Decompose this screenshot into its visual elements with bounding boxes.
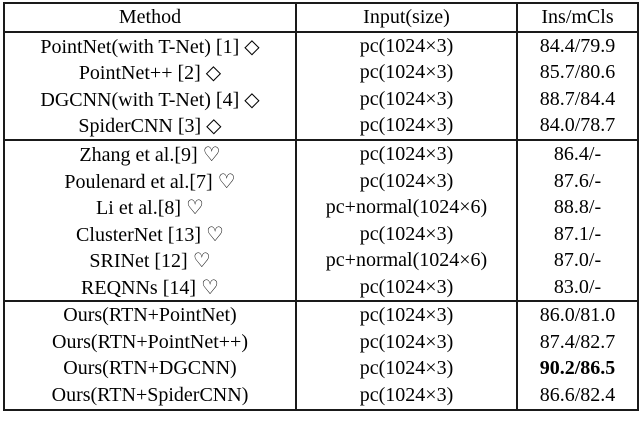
results-table: Method Input(size) Ins/mCls PointNet(wit… (3, 2, 639, 411)
input-cell: pc(1024×3) (295, 220, 518, 248)
method-cell: REQNNs [14] ♡ (3, 273, 297, 302)
input-cell: pc(1024×3) (295, 59, 518, 87)
method-cell: Li et al.[8] ♡ (3, 194, 297, 221)
table-row: SpiderCNN [3] ◇ pc(1024×3) 84.0/78.7 (3, 112, 639, 141)
result-cell: 86.4/- (516, 139, 639, 168)
table-row: Ours(RTN+DGCNN) pc(1024×3) 90.2/86.5 (3, 355, 639, 383)
method-cell: Poulenard et al.[7] ♡ (3, 167, 297, 195)
input-cell: pc(1024×3) (295, 382, 518, 410)
header-method: Method (3, 3, 297, 33)
result-cell: 87.4/82.7 (516, 329, 639, 356)
table-row: Ours(RTN+PointNet++) pc(1024×3) 87.4/82.7 (3, 329, 639, 356)
table-row: Ours(RTN+SpiderCNN) pc(1024×3) 86.6/82.4 (3, 382, 639, 410)
input-cell: pc(1024×3) (295, 139, 518, 168)
table-row: ClusterNet [13] ♡ pc(1024×3) 87.1/- (3, 220, 639, 248)
table-row: DGCNN(with T-Net) [4] ◇ pc(1024×3) 88.7/84… (3, 86, 639, 113)
table-row: Zhang et al.[9] ♡ pc(1024×3) 86.4/- (3, 139, 639, 168)
method-cell: Ours(RTN+DGCNN) (3, 355, 297, 383)
table-row: PointNet++ [2] ◇ pc(1024×3) 85.7/80.6 (3, 59, 639, 87)
table-body: PointNet(with T-Net) [1] ◇ pc(1024×3) 84.4… (3, 32, 639, 410)
method-cell: SpiderCNN [3] ◇ (3, 112, 297, 141)
method-cell: PointNet++ [2] ◇ (3, 59, 297, 87)
table-header: Method Input(size) Ins/mCls (3, 3, 639, 33)
method-cell: Zhang et al.[9] ♡ (3, 139, 297, 168)
input-cell: pc(1024×3) (295, 32, 518, 60)
input-cell: pc+normal(1024×6) (295, 247, 518, 274)
method-cell: SRINet [12] ♡ (3, 247, 297, 274)
header-ins-mcls: Ins/mCls (516, 3, 639, 33)
result-cell: 90.2/86.5 (516, 355, 639, 383)
input-cell: pc+normal(1024×6) (295, 194, 518, 221)
method-cell: PointNet(with T-Net) [1] ◇ (3, 32, 297, 60)
input-cell: pc(1024×3) (295, 355, 518, 383)
result-cell: 88.7/84.4 (516, 86, 639, 113)
result-cell: 87.1/- (516, 220, 639, 248)
header-row: Method Input(size) Ins/mCls (3, 3, 639, 33)
result-cell: 85.7/80.6 (516, 59, 639, 87)
method-cell: DGCNN(with T-Net) [4] ◇ (3, 86, 297, 113)
input-cell: pc(1024×3) (295, 300, 518, 330)
result-cell: 86.0/81.0 (516, 300, 639, 330)
method-cell: Ours(RTN+PointNet) (3, 300, 297, 330)
table-row: Li et al.[8] ♡ pc+normal(1024×6) 88.8/- (3, 194, 639, 221)
input-cell: pc(1024×3) (295, 167, 518, 195)
table-row: REQNNs [14] ♡ pc(1024×3) 83.0/- (3, 273, 639, 302)
table-row: Ours(RTN+PointNet) pc(1024×3) 86.0/81.0 (3, 300, 639, 330)
result-cell: 84.4/79.9 (516, 32, 639, 60)
input-cell: pc(1024×3) (295, 329, 518, 356)
result-cell: 87.6/- (516, 167, 639, 195)
result-cell: 87.0/- (516, 247, 639, 274)
input-cell: pc(1024×3) (295, 112, 518, 141)
input-cell: pc(1024×3) (295, 273, 518, 302)
result-cell: 86.6/82.4 (516, 382, 639, 410)
result-cell: 88.8/- (516, 194, 639, 221)
method-cell: Ours(RTN+SpiderCNN) (3, 382, 297, 410)
method-cell: Ours(RTN+PointNet++) (3, 329, 297, 356)
result-cell: 83.0/- (516, 273, 639, 302)
input-cell: pc(1024×3) (295, 86, 518, 113)
header-input-size: Input(size) (295, 3, 518, 33)
method-cell: ClusterNet [13] ♡ (3, 220, 297, 248)
result-cell: 84.0/78.7 (516, 112, 639, 141)
table-row: Poulenard et al.[7] ♡ pc(1024×3) 87.6/- (3, 167, 639, 195)
table-row: SRINet [12] ♡ pc+normal(1024×6) 87.0/- (3, 247, 639, 274)
table-row: PointNet(with T-Net) [1] ◇ pc(1024×3) 84.4… (3, 32, 639, 60)
